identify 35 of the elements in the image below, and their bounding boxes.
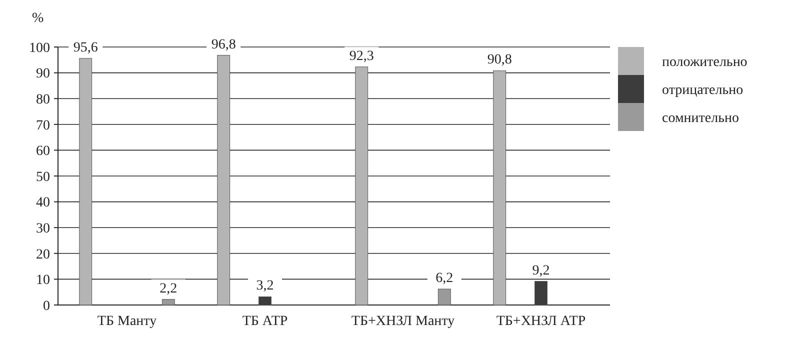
y-tick-label: 50 xyxy=(36,170,50,185)
bar xyxy=(355,66,368,306)
data-label: 3,2 xyxy=(256,278,274,294)
x-tick-label: ТБ Манту xyxy=(97,314,157,329)
data-label: 92,3 xyxy=(349,48,374,64)
y-tick-label: 100 xyxy=(29,40,50,56)
y-tick-label: 70 xyxy=(36,118,50,134)
bar xyxy=(493,70,506,306)
data-label: 2,2 xyxy=(160,281,178,296)
legend-label: положительно xyxy=(662,54,748,70)
x-tick-label: ТБ+ХНЗЛ Манту xyxy=(351,314,455,329)
y-tick-label: 10 xyxy=(36,273,50,288)
legend-label: отрицательно xyxy=(662,82,744,98)
x-tick-label: ТБ АТР xyxy=(242,314,288,329)
y-tick-label: 20 xyxy=(36,247,50,262)
bar xyxy=(438,288,451,306)
x-tick-label: ТБ+ХНЗЛ АТР xyxy=(496,314,586,329)
bar xyxy=(534,281,548,306)
y-tick-label: 80 xyxy=(36,92,50,108)
data-label: 9,2 xyxy=(532,263,550,278)
y-tick-label: 40 xyxy=(36,196,50,211)
y-tick-label: 30 xyxy=(36,222,50,236)
bar xyxy=(217,55,230,306)
y-tick-label: 60 xyxy=(36,144,50,160)
y-axis-title: % xyxy=(32,11,44,26)
data-label: 95,6 xyxy=(73,40,98,56)
legend-label: сомнительно xyxy=(662,110,739,126)
data-label: 90,8 xyxy=(487,52,512,68)
y-tick-label: 90 xyxy=(36,66,50,82)
data-label: 6,2 xyxy=(436,271,454,286)
y-tick-label: 0 xyxy=(43,298,50,314)
data-label: 96,8 xyxy=(211,37,236,52)
bar xyxy=(258,296,272,306)
bar xyxy=(162,299,175,306)
bar xyxy=(79,58,92,306)
